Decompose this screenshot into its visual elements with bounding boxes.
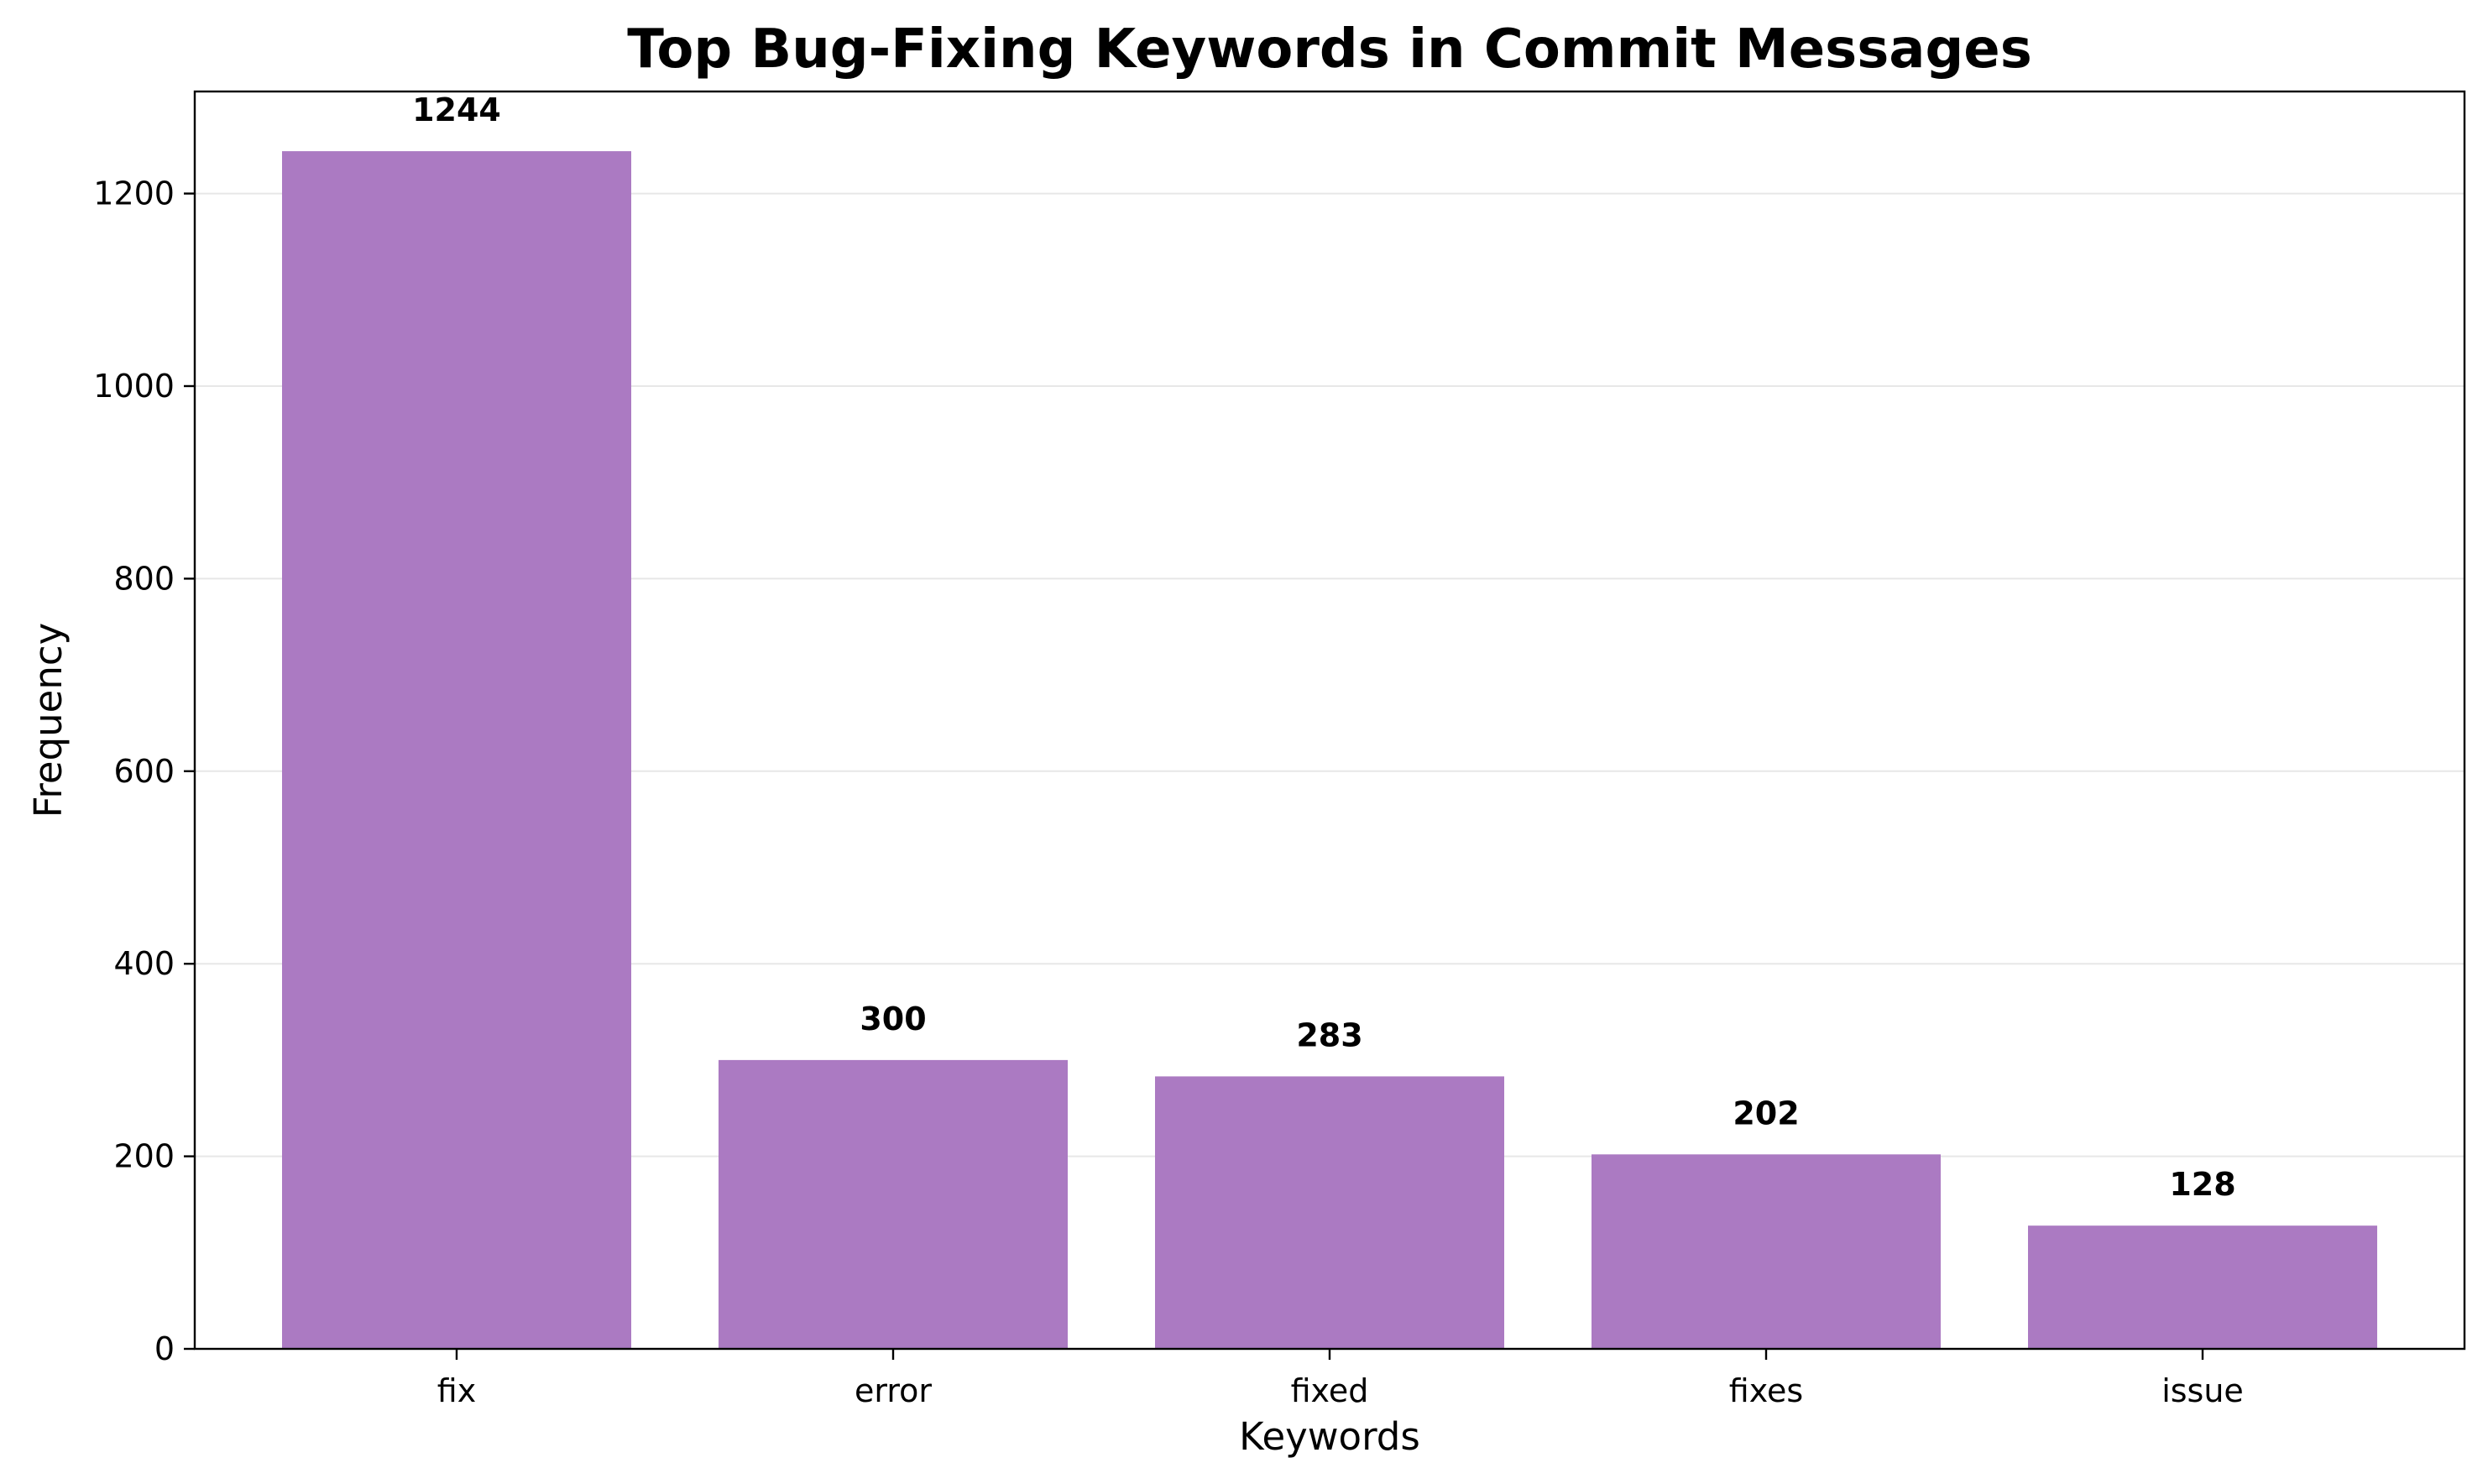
y-axis-ticks: 0 200 400 600 800 1000 1200 [93,175,195,1367]
bars [282,151,2377,1349]
data-label-fixes: 202 [1733,1095,1799,1131]
bar-issue [2028,1225,2377,1349]
bar-fix [282,151,631,1349]
data-label-fix: 1244 [412,91,501,128]
y-tick-label: 0 [154,1330,175,1367]
x-tick-label-fixes: fixes [1729,1372,1803,1409]
y-tick-label: 400 [113,945,175,982]
data-label-fixed: 283 [1296,1016,1362,1053]
bar-fixed [1155,1076,1504,1349]
x-tick-label-issue: issue [2161,1372,2244,1409]
y-tick-label: 800 [113,560,175,597]
x-tick-label-error: error [855,1372,932,1409]
x-axis-label: Keywords [1239,1414,1420,1459]
bar-fixes [1592,1154,1941,1349]
y-tick-label: 1200 [93,175,175,212]
chart-title: Top Bug-Fixing Keywords in Commit Messag… [627,18,2032,81]
y-tick-label: 1000 [93,368,175,405]
y-tick-label: 200 [113,1138,175,1175]
bar-error [719,1059,1068,1349]
data-labels: 1244 300 283 202 128 [412,91,2236,1203]
x-tick-label-fixed: fixed [1291,1372,1369,1409]
y-axis-label: Frequency [26,623,71,818]
data-label-issue: 128 [2169,1166,2235,1203]
x-tick-label-fix: fix [437,1372,476,1409]
data-label-error: 300 [860,1001,926,1037]
y-tick-label: 600 [113,753,175,790]
x-axis-ticks: fix error fixed fixes issue [437,1349,2244,1409]
